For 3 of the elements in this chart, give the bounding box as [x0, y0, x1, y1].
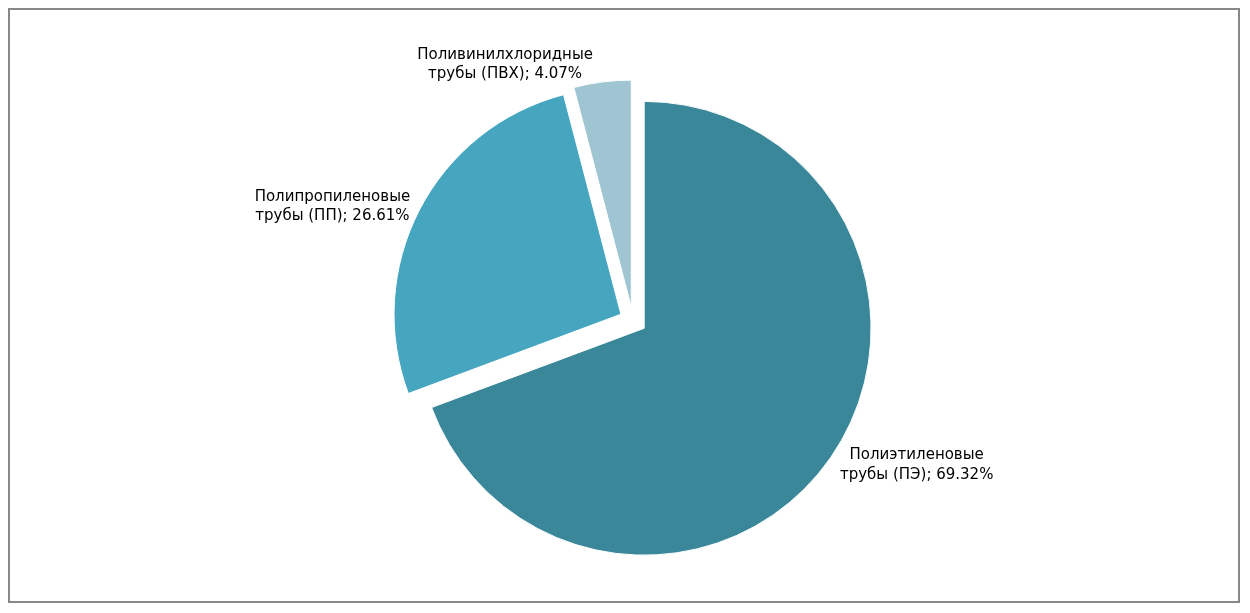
- slice-label: Полипропиленовые трубы (ПП); 26.61%: [254, 186, 411, 225]
- slice-label: Полиэтиленовые трубы (ПЭ); 69.32%: [839, 445, 994, 483]
- slice-label: Поливинилхлоридные трубы (ПВХ); 4.07%: [417, 44, 593, 83]
